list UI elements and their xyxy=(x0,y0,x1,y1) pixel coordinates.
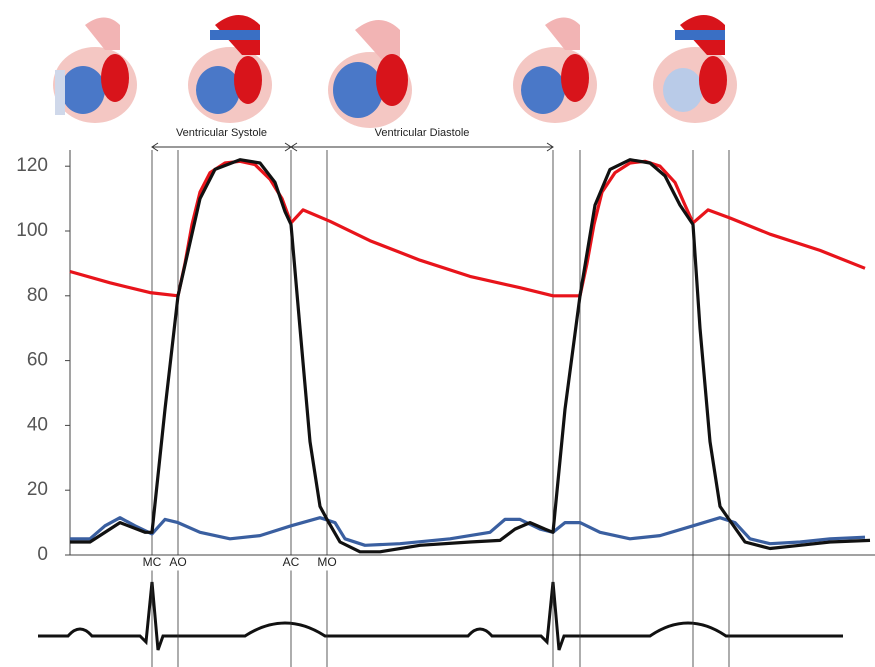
y-tick-label: 60 xyxy=(27,350,48,371)
event-label: AC xyxy=(283,555,300,569)
span-label: Ventricular Systole xyxy=(176,127,267,139)
y-tick-label: 80 xyxy=(27,285,48,306)
event-label: MO xyxy=(317,555,336,569)
y-tick-label: 120 xyxy=(16,155,48,176)
y-tick-label: 0 xyxy=(37,544,48,565)
span-arrow xyxy=(290,142,554,152)
ecg-trace xyxy=(38,581,843,651)
y-tick-label: 40 xyxy=(27,414,48,435)
event-label-bg xyxy=(139,555,165,571)
event-label-bg xyxy=(314,555,340,571)
y-tick-label: 100 xyxy=(16,220,48,241)
y-tick-label: 20 xyxy=(27,479,48,500)
heart-illustrations xyxy=(53,15,737,128)
series-line xyxy=(69,159,866,298)
series-line xyxy=(70,516,866,547)
event-label-bg xyxy=(279,555,303,571)
event-label: MC xyxy=(143,555,162,569)
event-label-bg xyxy=(166,555,190,571)
series-line xyxy=(70,158,871,554)
event-label: AO xyxy=(169,555,186,569)
span-label: Ventricular Diastole xyxy=(375,127,470,139)
